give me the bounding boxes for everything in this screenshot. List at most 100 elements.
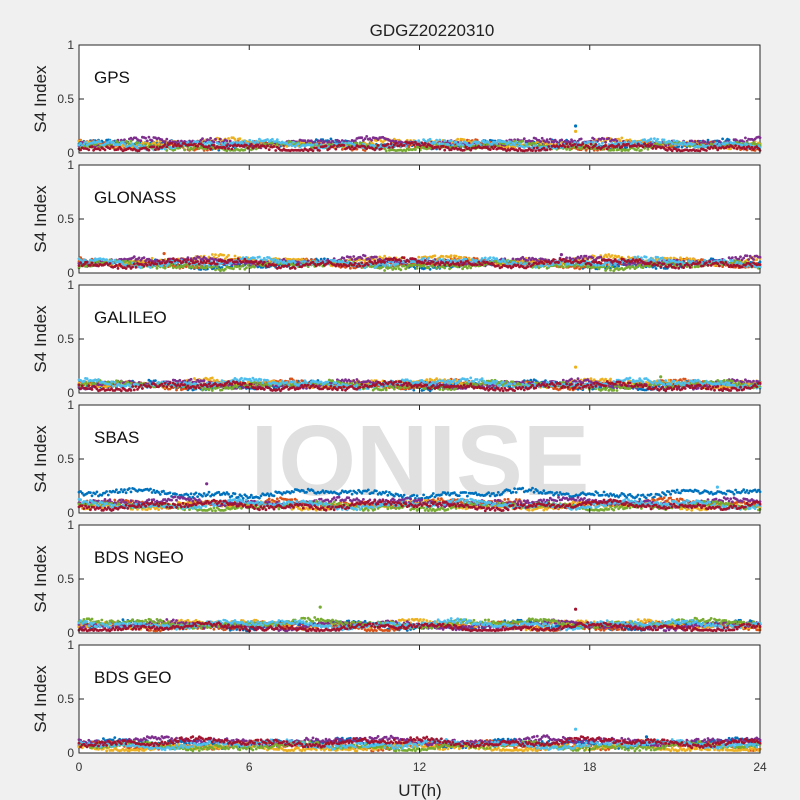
data-point [223, 147, 227, 150]
data-point [225, 144, 229, 148]
data-point [744, 136, 747, 140]
data-point [625, 146, 629, 149]
data-point [560, 138, 564, 142]
data-point [627, 142, 630, 146]
data-point [349, 147, 352, 151]
data-point [207, 144, 211, 148]
data-point [171, 266, 175, 270]
data-point [659, 141, 663, 144]
data-point [342, 144, 346, 147]
data-point [194, 266, 198, 269]
data-point [137, 256, 141, 260]
data-point [522, 137, 526, 141]
data-point [163, 266, 167, 270]
data-point [217, 142, 221, 146]
data-point [454, 140, 458, 144]
data-point [545, 148, 549, 152]
data-point [605, 255, 609, 259]
data-point [438, 147, 442, 151]
data-point [592, 137, 596, 141]
data-point [245, 143, 248, 147]
data-point [496, 144, 500, 148]
data-point [139, 139, 143, 143]
data-point [147, 135, 151, 139]
data-point [534, 144, 538, 147]
data-point [584, 254, 588, 258]
data-point-spike [574, 129, 578, 133]
data-point [363, 254, 367, 258]
data-point [186, 140, 190, 144]
data-point [653, 137, 656, 141]
data-point [256, 143, 260, 147]
data-point [418, 144, 422, 148]
data-point [599, 255, 603, 259]
data-point [165, 137, 169, 141]
data-point [579, 254, 583, 258]
data-point [209, 147, 213, 151]
data-point [176, 139, 180, 143]
data-point [547, 145, 551, 148]
data-point [443, 266, 447, 270]
data-point [232, 141, 235, 144]
data-point [376, 144, 380, 147]
data-point [230, 147, 234, 151]
data-point [415, 266, 419, 270]
data-point [742, 256, 746, 260]
data-point [457, 143, 461, 147]
data-point [111, 145, 115, 149]
data-point [79, 148, 82, 152]
data-point [581, 142, 585, 146]
data-point [201, 137, 204, 141]
data-point [297, 142, 300, 146]
data-point [664, 144, 668, 148]
data-point [236, 265, 240, 268]
data-point [597, 142, 601, 146]
data-point [98, 140, 102, 144]
data-point [243, 139, 247, 143]
data-point [747, 258, 750, 261]
data-point [656, 137, 659, 141]
data-point [435, 138, 438, 142]
data-point [274, 149, 278, 152]
data-point [379, 147, 383, 151]
data-point [745, 254, 749, 258]
data-point [271, 137, 274, 141]
data-point [459, 141, 463, 144]
data-point [331, 139, 334, 143]
data-point [646, 147, 650, 151]
data-point [675, 139, 679, 143]
data-point [228, 144, 232, 148]
data-point [323, 140, 326, 144]
data-point [604, 140, 607, 144]
data-point [579, 137, 583, 141]
data-point [144, 136, 148, 140]
data-point [384, 149, 388, 153]
data-point [183, 148, 187, 152]
data-point [103, 148, 107, 152]
data-point [222, 253, 226, 257]
data-point [389, 142, 393, 146]
data-point [566, 145, 570, 149]
data-point [641, 145, 645, 149]
data-point [462, 148, 466, 152]
data-point [412, 143, 416, 147]
data-point [685, 256, 689, 260]
data-point [394, 267, 398, 271]
data-point [150, 139, 154, 142]
data-point [752, 258, 755, 261]
data-point [344, 259, 347, 262]
data-point [196, 144, 200, 148]
data-point [349, 266, 352, 270]
data-point [238, 137, 242, 141]
data-point [386, 142, 390, 146]
data-point [396, 265, 399, 268]
data-point [253, 265, 256, 269]
data-point [84, 140, 87, 144]
data-point [516, 144, 520, 148]
y-tick-label: 1 [67, 38, 74, 52]
data-point [155, 266, 159, 270]
data-point [620, 136, 624, 140]
data-point [565, 142, 568, 146]
panel-label: GPS [94, 68, 130, 87]
data-point [383, 254, 386, 258]
